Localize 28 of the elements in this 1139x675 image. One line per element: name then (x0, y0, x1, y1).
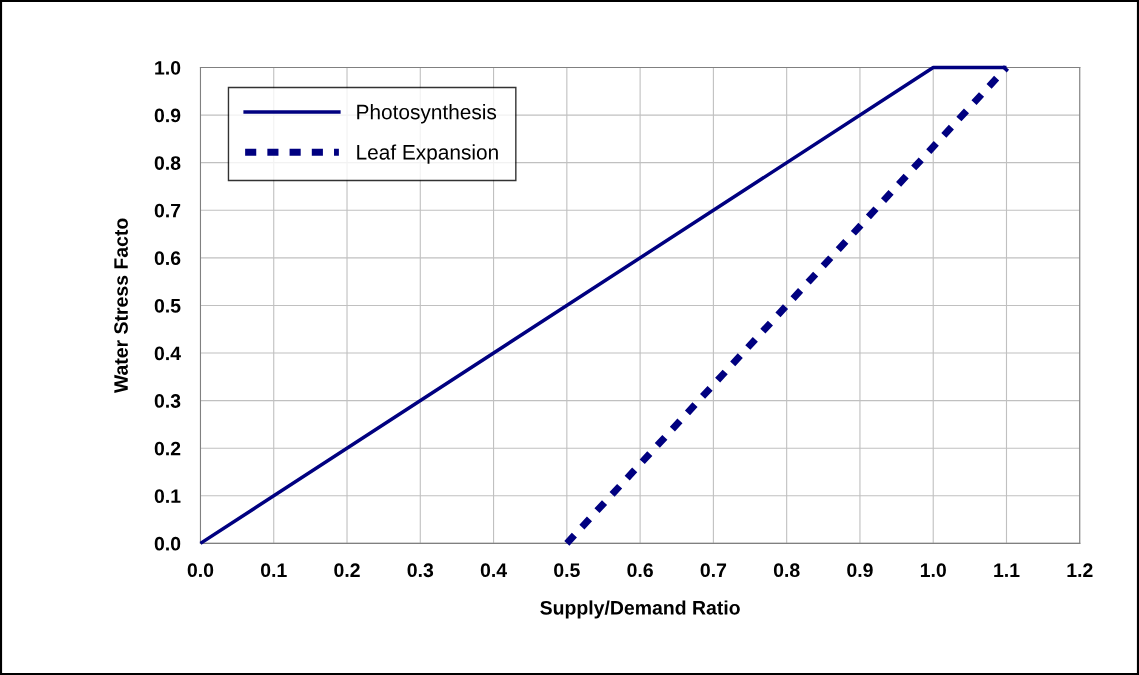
y-tick-label: 0.6 (154, 251, 181, 266)
y-tick-label: 0.2 (154, 441, 181, 456)
y-tick-label: 0.5 (154, 298, 181, 313)
legend-label: Photosynthesis (357, 104, 497, 124)
x-axis-title: Supply/Demand Ratio (540, 600, 740, 619)
x-tick-label: 0.4 (480, 563, 507, 578)
y-axis-title: Water Stress Facto (114, 218, 128, 394)
y-tick-label: 0.0 (154, 536, 181, 551)
x-tick-label: 0.6 (627, 563, 653, 578)
x-tick-label: 1.1 (994, 563, 1020, 577)
x-tick-label: 1.2 (1067, 563, 1093, 577)
y-tick-label: 0.9 (154, 108, 181, 123)
x-tick-label: 0.3 (407, 563, 434, 578)
y-tick-label: 0.4 (154, 346, 181, 361)
x-tick-label: 0.9 (847, 563, 873, 578)
y-tick-label: 0.1 (154, 489, 181, 504)
y-tick-label: 0.7 (154, 203, 181, 218)
x-tick-label: 0.7 (700, 563, 727, 578)
y-tick-label: 0.3 (154, 394, 181, 408)
y-tick-label: 1.0 (155, 60, 181, 75)
x-tick-label: 0.8 (773, 563, 800, 578)
y-tick-label: 0.8 (154, 156, 181, 170)
x-tick-label: 0.1 (260, 563, 287, 578)
x-tick-label: 0.2 (334, 563, 360, 578)
x-tick-label: 0.5 (554, 563, 580, 578)
x-tick-label: 1.0 (920, 563, 946, 578)
legend-label: Leaf Expansion (357, 144, 498, 164)
x-tick-label: 0.0 (187, 563, 214, 578)
